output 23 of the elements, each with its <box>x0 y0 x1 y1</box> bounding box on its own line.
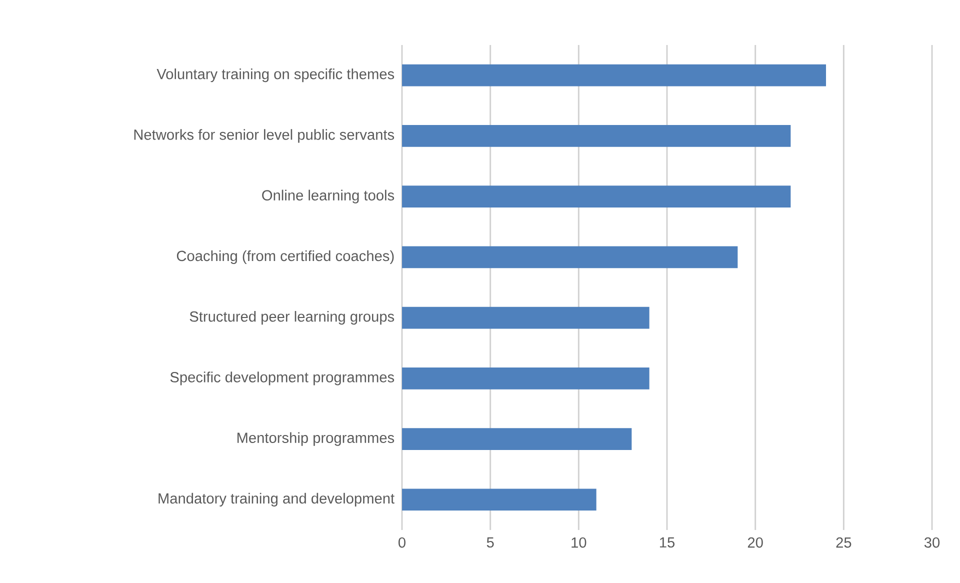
y-tick-label: Mentorship programmes <box>237 432 394 446</box>
x-tick-label: 5 <box>486 537 494 548</box>
bar <box>402 488 596 511</box>
bar <box>402 368 650 390</box>
bar <box>402 246 738 268</box>
y-tick-label: Networks for senior level public servants <box>134 129 394 143</box>
x-tick-label: 10 <box>572 537 586 548</box>
y-tick-label: Coaching (from certified coaches) <box>176 250 394 264</box>
y-tick-label: Specific development programmes <box>170 372 394 386</box>
bar <box>402 306 650 329</box>
x-tick-label: 30 <box>924 537 940 548</box>
x-tick-label: 15 <box>660 537 674 548</box>
x-tick-label: 0 <box>398 537 406 548</box>
y-tick-label: Mandatory training and development <box>158 492 394 506</box>
y-tick-label: Structured peer learning groups <box>190 311 394 325</box>
bar <box>402 64 826 86</box>
x-tick-label: 20 <box>748 537 763 548</box>
bar <box>402 186 791 208</box>
bar <box>402 428 632 450</box>
y-tick-label: Voluntary training on specific themes <box>156 68 394 82</box>
y-tick-label: Online learning tools <box>262 190 394 204</box>
x-tick-label: 25 <box>836 537 852 548</box>
bar <box>402 125 791 147</box>
